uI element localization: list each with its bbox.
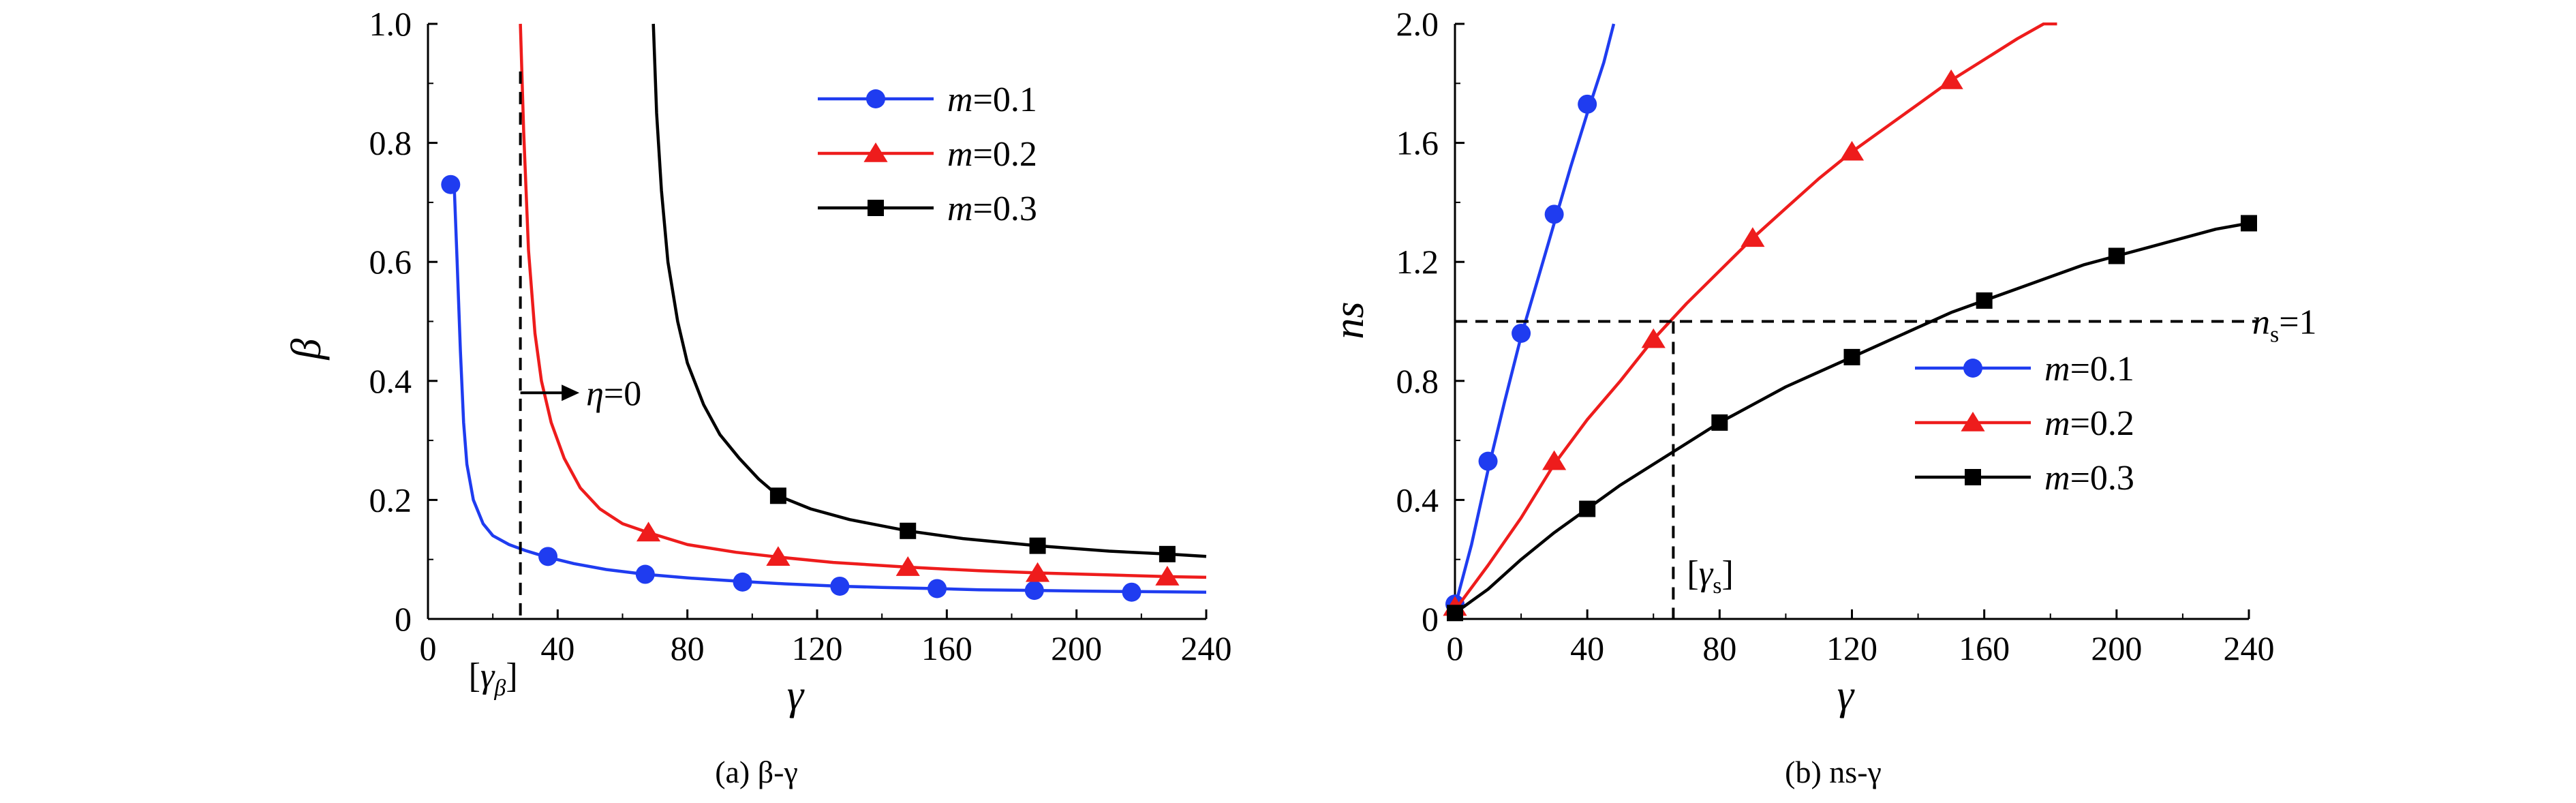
chart-a-x-tick-label: 120 [792,629,843,667]
chart-b-x-axis-title: γ [1837,672,1855,718]
chart-a-x-tick-label: 80 [671,629,705,667]
chart-a-legend-label-2: m=0.2 [947,135,1037,174]
chart-b-series-3-point [1843,348,1860,365]
chart-a-y-tick-label: 0.6 [369,243,412,281]
chart-a-series-3-point [1159,545,1176,562]
chart-b-series-2-point [1741,227,1765,247]
chart-b-legend-label-1: m=0.1 [2044,350,2134,389]
chart-b-legend-marker-1 [1963,359,1982,378]
chart-a-series-3-point [769,487,786,504]
chart-a-series-2-point [636,521,661,542]
chart-b-series-2-point [1641,328,1666,348]
chart-b-legend-label-3: m=0.3 [2044,459,2134,498]
chart-b-hline-label: ns=1 [2252,303,2317,348]
chart-b-y-tick-label: 0 [1422,600,1439,638]
chart-b-series-3-point [1447,605,1463,622]
chart-a-x-axis-title: γ [787,672,805,718]
chart-b-vline-label: [γs] [1687,554,1733,599]
chart-a-series-2-point [766,546,791,566]
chart-a-series-2-line [519,23,1207,579]
chart-a-threshold-label: [γβ] [469,656,518,701]
chart-b-x-tick-label: 160 [1959,629,2010,667]
chart-b-x-tick-label: 200 [2091,629,2142,667]
chart-b-x-tick-label: 120 [1826,629,1877,667]
chart-a-series-3-line [651,23,1207,558]
chart-b-series-1-point [1512,323,1531,343]
chart-a-series-1-point [927,579,947,599]
chart-a-legend-marker-3 [868,200,884,216]
chart-a-series-2-point [1155,566,1180,586]
chart-a-x-tick-label: 200 [1051,629,1102,667]
chart-a-arrow-label: η=0 [586,374,641,413]
chart-a: 0 40 80 120 160 200 240 0 0.2 0.4 0.6 0.8 1.0 [γβ] η=… [283,5,1232,789]
chart-b-x-tick-label: 40 [1570,629,1604,667]
chart-a-legend-marker-2 [863,142,888,162]
chart-b-series-1-point [1544,204,1564,224]
chart-a-x-tick-label: 40 [540,629,574,667]
chart-a-caption: (a) β-γ [715,755,798,789]
chart-b-y-tick-label: 0.8 [1396,362,1439,400]
chart-b-series-3-point [1976,292,1993,309]
chart-a-series-3-point [900,522,917,539]
chart-a-x-tick-label: 240 [1181,629,1232,667]
chart-a-x-tick-label: 0 [420,629,437,667]
chart-b-series-2-line [1455,22,2057,611]
chart-a-y-tick-label: 0.8 [369,124,412,162]
chart-a-series-2-point [1025,562,1050,582]
chart-b-legend-marker-3 [1965,469,1981,485]
chart-a-series-1-point [635,564,655,584]
chart-a-x-tick-label: 160 [921,629,972,667]
chart-b-caption: (b) ns-γ [1785,755,1882,789]
chart-b-x-tick-label: 240 [2224,629,2275,667]
chart-a-legend-label-3: m=0.3 [947,190,1037,228]
chart-b-series-2-point [1839,140,1865,161]
chart-b-series-3-point [1711,414,1728,431]
chart-b-series-2-point [1542,450,1567,470]
chart-a-y-axis-title: β [283,338,330,360]
chart-b-y-tick-label: 1.2 [1396,243,1439,281]
chart-a-series-2-point [895,556,920,576]
chart-a-series-1-point [830,576,850,596]
chart-b-series-3-point [2108,247,2125,264]
chart-b-legend-marker-2 [1961,412,1985,431]
chart-b-series-3-point [2241,215,2257,232]
chart-a-series-3-point [1029,537,1046,554]
chart-a-legend-marker-1 [866,89,885,108]
chart-a-arrow-head [562,384,580,402]
chart-a-series-1-point [441,175,461,194]
chart-a-legend-label-1: m=0.1 [947,80,1037,119]
chart-b-y-tick-label: 0.4 [1396,481,1439,519]
chart-b-x-tick-label: 0 [1447,629,1464,667]
chart-b-legend-label-2: m=0.2 [2044,404,2134,443]
chart-b-x-tick-label: 80 [1702,629,1736,667]
chart-a-y-tick-label: 1.0 [369,5,412,43]
chart-b-series-1-point [1478,451,1498,471]
chart-b-series-1-point [1578,94,1597,114]
chart-b-series-3-point [1579,500,1596,517]
chart-a-y-tick-label: 0 [395,600,412,638]
chart-a-series-1-point [733,572,752,592]
chart-b-y-axis-title: ns [1326,301,1373,339]
chart-b: 0 40 80 120 160 200 240 0 0.4 0.8 1.2 1.6 2.0 ns=1 [γ… [1326,5,2317,789]
chart-a-series-1-line [452,178,1207,594]
chart-b-series-1-line [1455,23,1616,608]
chart-a-series-1-point [1122,582,1141,602]
chart-a-series-1-point [538,547,558,566]
chart-a-y-tick-label: 0.4 [369,362,412,400]
chart-b-y-tick-label: 1.6 [1396,124,1439,162]
chart-b-y-tick-label: 2.0 [1396,5,1439,43]
chart-a-y-tick-label: 0.2 [369,481,412,519]
chart-b-series-2-point [1939,69,1963,89]
chart-a-series-1-point [1024,581,1044,601]
